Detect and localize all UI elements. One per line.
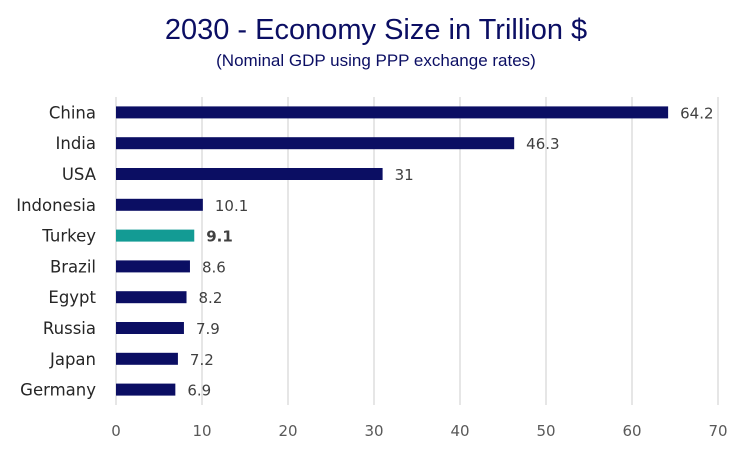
value-label: 6.9: [187, 382, 211, 400]
x-tick-label: 40: [450, 422, 469, 440]
bar-russia: [116, 322, 184, 334]
value-label: 46.3: [526, 135, 559, 153]
bar-japan: [116, 352, 178, 365]
category-label: India: [56, 134, 97, 153]
value-label: 8.2: [199, 289, 223, 307]
chart-title: 2030 - Economy Size in Trillion $: [164, 14, 588, 46]
bar-india: [116, 137, 515, 150]
category-label: Brazil: [50, 257, 96, 276]
bar-egypt: [116, 291, 187, 304]
category-label: Indonesia: [16, 196, 96, 215]
bar-usa: [116, 168, 383, 180]
x-tick-label: 20: [278, 422, 297, 440]
x-tick-label: 50: [536, 422, 555, 440]
bar-germany: [116, 383, 176, 396]
x-tick-label: 0: [111, 422, 121, 440]
x-tick-label: 70: [708, 422, 727, 440]
chart-subtitle: (Nominal GDP using PPP exchange rates): [216, 51, 536, 70]
bar-indonesia: [116, 198, 203, 211]
category-label: Japan: [49, 350, 96, 369]
category-label: USA: [62, 165, 97, 184]
category-label: Egypt: [48, 288, 96, 307]
bars-layer: [116, 106, 669, 396]
x-tick-label: 30: [364, 422, 383, 440]
category-label: China: [49, 103, 96, 122]
bar-turkey: [116, 229, 195, 242]
value-label: 64.2: [680, 104, 713, 122]
value-label: 10.1: [215, 197, 248, 215]
category-label: Germany: [20, 381, 96, 400]
labels-layer: 0 10 20 30 40 50 60 70 China 64.2 India 46.3 USA 31 In…: [16, 103, 727, 440]
x-tick-label: 60: [622, 422, 641, 440]
bar-brazil: [116, 260, 190, 273]
value-label: 7.9: [196, 320, 220, 338]
category-label: Turkey: [41, 227, 96, 246]
value-label: 9.1: [206, 228, 233, 246]
value-label: 8.6: [202, 258, 226, 276]
x-tick-label: 10: [192, 422, 211, 440]
category-label: Russia: [43, 319, 96, 338]
value-label: 7.2: [190, 351, 214, 369]
bar-china: [116, 106, 669, 119]
value-label: 31: [395, 166, 414, 184]
